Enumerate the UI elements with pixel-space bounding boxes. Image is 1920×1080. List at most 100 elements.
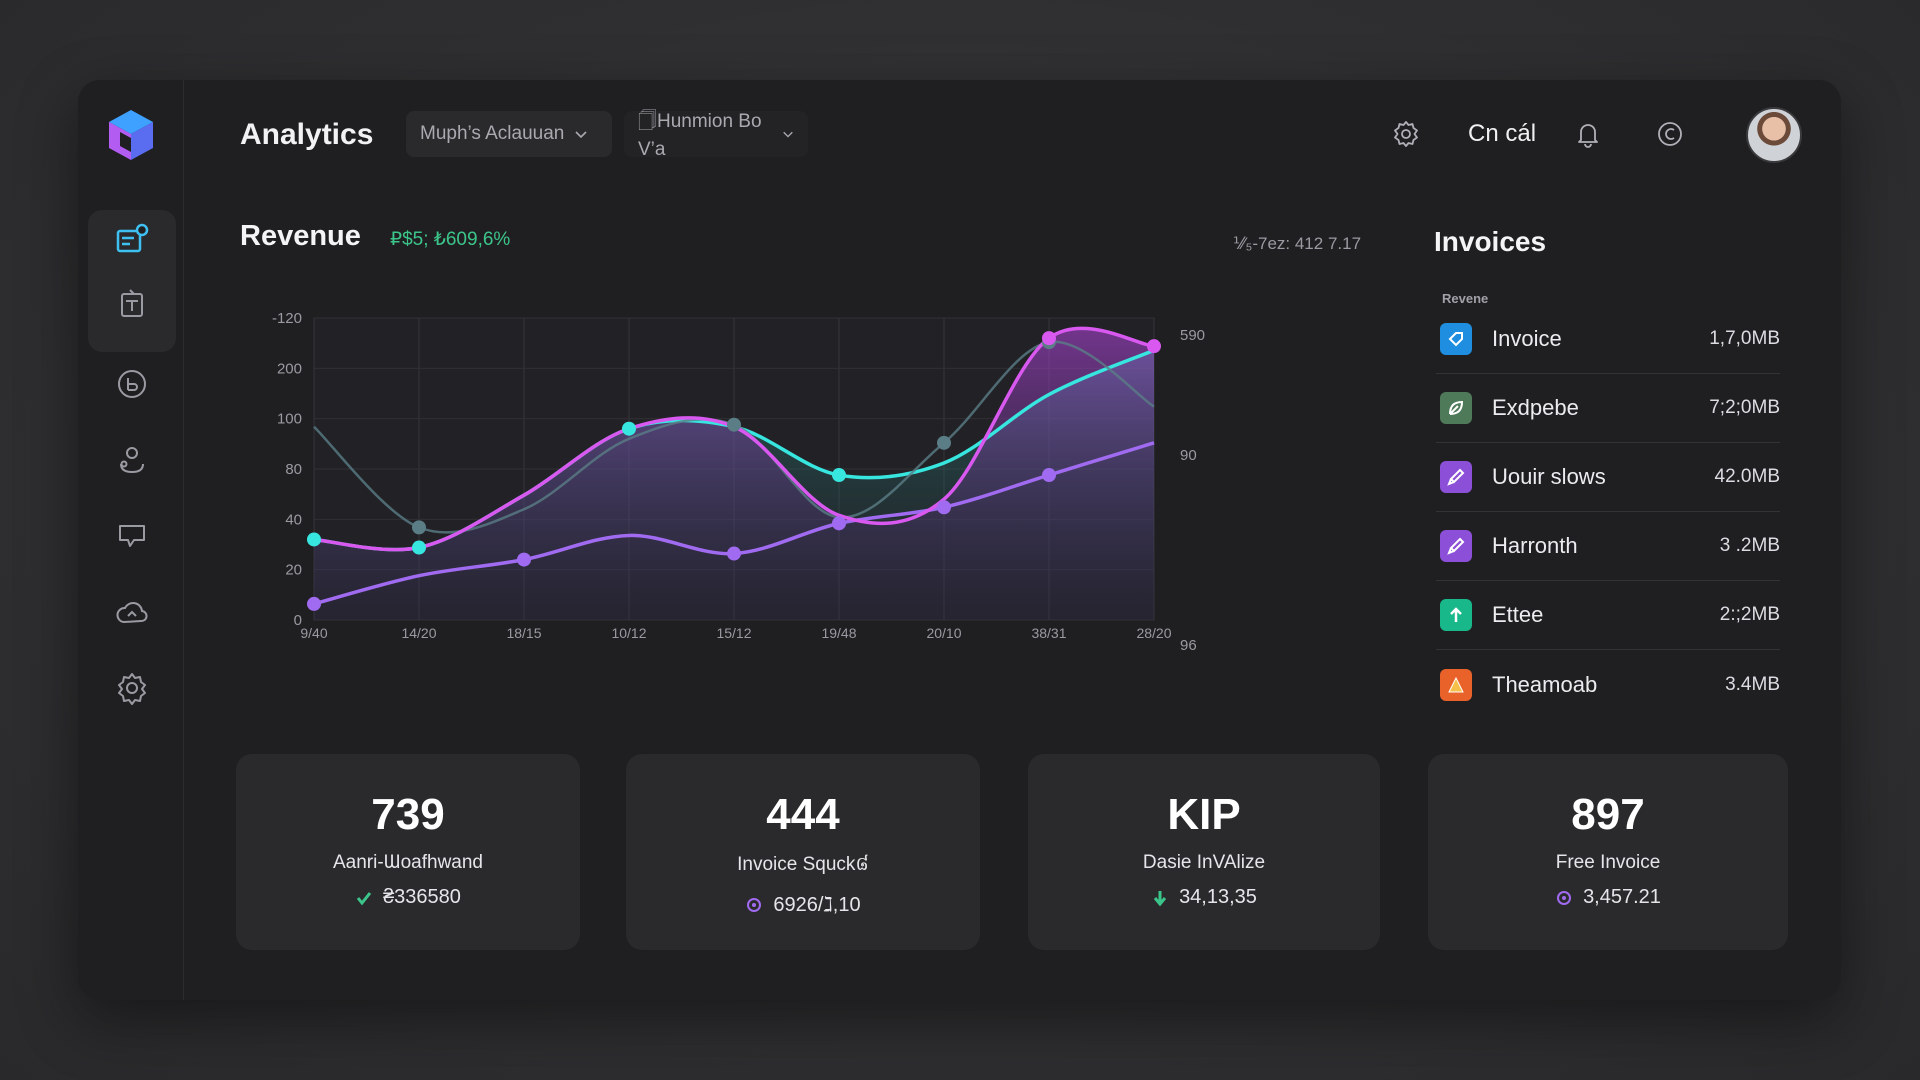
invoices-subtitle: Revene (1442, 291, 1489, 306)
stat-label: Invoice Squck៨ (737, 854, 869, 875)
data-point (937, 500, 951, 515)
brush-icon (1440, 530, 1472, 562)
data-point (832, 468, 846, 483)
sidebar-item-analytics[interactable] (104, 356, 160, 412)
x-tick-label: 28/20 (1136, 625, 1171, 641)
stat-sub-value: ₴336580 (383, 886, 461, 908)
stat-sub-value: 34,13,35 (1179, 886, 1257, 908)
stat-sub: ₴336580 (236, 886, 580, 909)
cloud-icon (116, 602, 148, 624)
series-area (314, 328, 1154, 620)
dashboard-icon (116, 223, 149, 253)
chart-circle-icon (118, 370, 146, 398)
invoice-row[interactable]: Ettee 2:;2MB (1436, 581, 1780, 650)
invoice-name: Uouir slows (1492, 464, 1606, 489)
invoice-name: Ettee (1492, 602, 1544, 627)
sidebar-item-documents[interactable] (104, 276, 160, 332)
invoice-row[interactable]: Harronth 3 .2MB (1436, 512, 1780, 581)
data-point (1147, 339, 1161, 354)
stat-card-1[interactable]: 739 Aanri-Ɯoafhwand ₴336580 (236, 754, 580, 950)
sidebar-item-messages[interactable] (104, 508, 160, 564)
filter-dropdown-label: 🗍Hunmion Bo V’a (638, 111, 762, 160)
x-tick-label: 18/15 (506, 625, 541, 641)
invoice-size: 3.4MB (1725, 673, 1780, 695)
stat-card-3[interactable]: KIP Dasie InVAlize 34,13,35 (1028, 754, 1380, 950)
stat-value: 897 (1571, 790, 1645, 839)
y-tick-label: 100 (277, 411, 302, 428)
settings-gear-icon (1394, 121, 1418, 147)
circle-icon (747, 897, 762, 912)
sidebar (78, 80, 184, 1000)
sidebar-item-dashboard[interactable] (104, 212, 160, 268)
stat-sub: 34,13,35 (1028, 886, 1380, 909)
stat-sub: 6926/ℷ,10 (626, 892, 980, 917)
filter-dropdown[interactable]: 🗍Hunmion Bo V’a (624, 111, 808, 160)
sidebar-item-cloud[interactable] (104, 586, 160, 642)
leaf-icon (1440, 392, 1472, 424)
invoice-list: Invoice 1,7,0MB Exdpebe 7;2;0MB Uouir slows 4… (1436, 305, 1780, 719)
x-tick-label: 14/20 (401, 625, 436, 641)
revenue-title: Revenue (240, 220, 361, 252)
x-tick-label: 10/12 (611, 625, 646, 641)
data-point (622, 421, 636, 436)
gear-icon (118, 673, 146, 705)
triangle-icon (1440, 668, 1472, 701)
stat-value: KIP (1167, 790, 1241, 839)
stat-sub-value: 6926/ℷ,10 (773, 894, 861, 916)
stat-value: 444 (766, 790, 840, 839)
invoice-size: 1,7,0MB (1709, 328, 1780, 349)
y-tick-label: 0 (294, 612, 302, 629)
tag-icon (1440, 323, 1472, 355)
data-point (727, 546, 741, 561)
data-point (727, 417, 741, 432)
bell-icon (1578, 124, 1598, 148)
y-tick-label: 40 (285, 511, 302, 528)
data-point (1042, 331, 1056, 346)
data-point (412, 540, 426, 555)
revenue-meta: ⅟⁄₅-7ez: 412 7.17 (1233, 234, 1362, 253)
invoice-size: 7;2;0MB (1709, 397, 1780, 418)
sidebar-item-settings[interactable] (104, 660, 160, 716)
header-action-link[interactable]: Cn cál (1468, 120, 1537, 147)
arrow-up-icon (1440, 599, 1472, 631)
data-point (937, 435, 951, 450)
data-point (1042, 468, 1056, 483)
refresh-button[interactable] (1650, 114, 1690, 154)
logo-icon[interactable] (106, 108, 156, 164)
settings-button[interactable] (1386, 114, 1426, 154)
stat-value: 739 (371, 790, 445, 839)
workspace-dropdown-label: Muph’s Aclauuan (420, 123, 565, 144)
invoice-size: 42.0MB (1714, 466, 1780, 487)
stat-label: Free Invoice (1555, 852, 1661, 873)
nav-active-group (88, 210, 176, 352)
data-point (412, 520, 426, 535)
arrow-down-icon (1153, 890, 1167, 906)
y2-tick-label: 96 (1180, 637, 1197, 654)
invoice-size: 2:;2MB (1719, 604, 1780, 625)
x-tick-label: 15/12 (716, 625, 751, 641)
stat-sub: 3,457.21 (1428, 886, 1788, 909)
stat-card-4[interactable]: 897 Free Invoice 3,457.21 (1428, 754, 1788, 950)
y2-tick-label: 590 (1180, 327, 1205, 344)
invoices-title: Invoices (1434, 226, 1547, 257)
invoice-row[interactable]: Invoice 1,7,0MB (1436, 305, 1780, 374)
user-avatar[interactable] (1746, 107, 1802, 163)
invoice-size: 3 .2MB (1719, 535, 1780, 556)
invoice-row[interactable]: Theamoab 3.4MB (1436, 650, 1780, 719)
message-icon (119, 525, 145, 547)
invoice-row[interactable]: Uouir slows 42.0MB (1436, 443, 1780, 512)
workspace-dropdown[interactable]: Muph’s Aclauuan (406, 111, 612, 157)
y2-tick-label: 90 (1180, 447, 1197, 464)
stat-label: Aanri-Ɯoafhwand (332, 852, 483, 873)
y-tick-label: 80 (285, 461, 302, 478)
x-tick-label: 38/31 (1031, 625, 1066, 641)
page-title: Analytics (240, 118, 374, 151)
stat-card-2[interactable]: 444 Invoice Squck៨ 6926/ℷ,10 (626, 754, 980, 950)
invoice-row[interactable]: Exdpebe 7;2;0MB (1436, 374, 1780, 443)
chevron-down-icon (783, 131, 793, 138)
notifications-button[interactable] (1568, 114, 1608, 154)
invoice-name: Invoice (1492, 326, 1562, 351)
sidebar-item-users[interactable] (104, 432, 160, 488)
refresh-icon (1658, 122, 1682, 146)
data-point (517, 552, 531, 567)
